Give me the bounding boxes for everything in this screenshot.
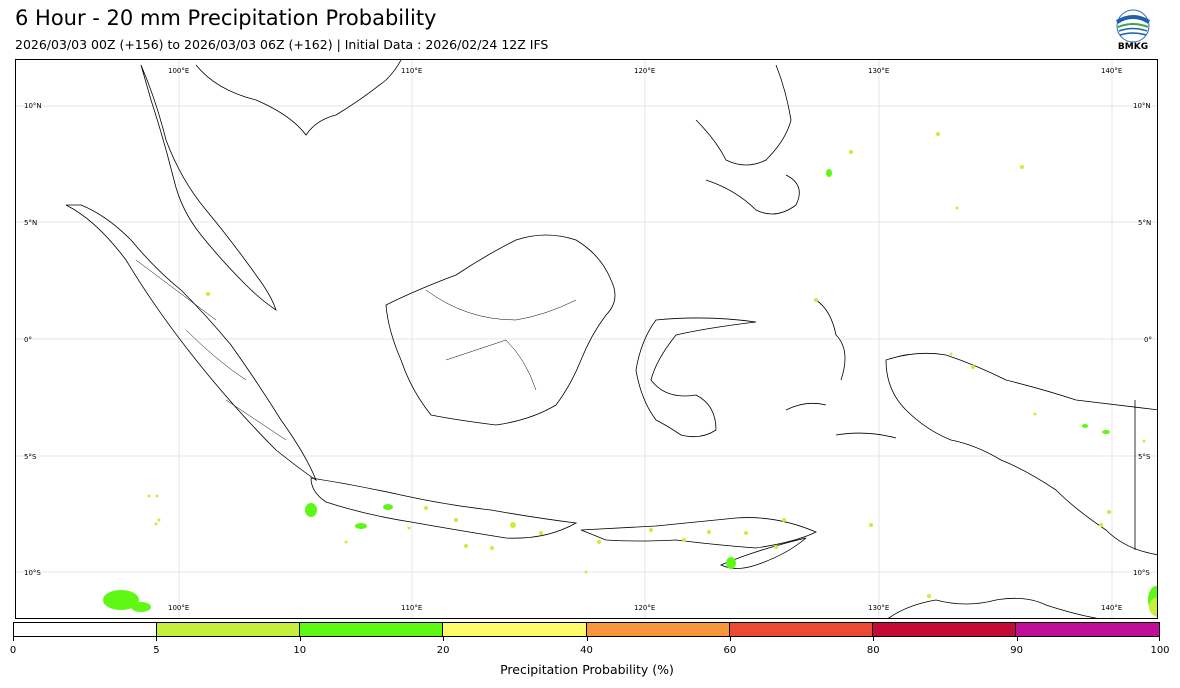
lat-label-right-10n: 10°N [1133,102,1151,110]
colorbar-tick-label: 5 [153,645,160,656]
colorbar-tick-label: 90 [1010,645,1023,656]
bmkg-logo-icon [1112,8,1154,56]
colorbar-segment-5 [729,623,873,636]
colorbar-tick-label: 40 [580,645,593,656]
timor-coast [720,537,807,569]
lat-label-right-10s: 10°S [1133,569,1150,577]
australia-coast [888,597,1098,618]
lon-label-bottom-120: 120°E [634,604,655,612]
sumatra-coast [65,204,317,482]
map-gridlines [16,60,1157,618]
lat-label-right-5s: 5°S [1138,453,1151,461]
lat-label-left-5s: 5°S [24,453,37,461]
colorbar-segment-1 [157,623,301,636]
malay-peninsula-coast [140,64,277,311]
colorbar-tick-mark [873,637,875,641]
borneo-coast [385,234,616,426]
map-subtitle: 2026/03/03 00Z (+156) to 2026/03/03 06Z … [15,37,549,52]
colorbar-tick-mark [13,637,14,641]
colorbar-label: Precipitation Probability (%) [500,662,674,677]
lat-label-right-5n: 5°N [1138,219,1151,227]
lat-label-left-5n: 5°N [24,219,37,227]
map-title: 6 Hour - 20 mm Precipitation Probability [15,6,437,30]
lat-label-right-0: 0° [1144,336,1152,344]
maluku-coast [785,299,897,439]
coastlines [65,60,1157,618]
colorbar-tick-label: 10 [293,645,307,656]
colorbar-tick-label: 60 [723,645,737,656]
colorbar-segment-0 [14,623,158,636]
lon-label-bottom-100: 100°E [168,604,189,612]
colorbar-tick-mark [729,637,731,641]
colorbar-tick-label: 20 [436,645,450,656]
colorbar [13,622,1160,637]
colorbar-segment-7 [1015,623,1159,636]
lon-label-bottom-110: 110°E [401,604,422,612]
colorbar-segment-3 [443,623,587,636]
colorbar-segment-6 [872,623,1016,636]
precipitation-map: 100°E 110°E 120°E 130°E 140°E 100°E 110°… [15,59,1158,619]
philippines-coast [695,64,800,215]
colorbar-tick-mark [1016,637,1018,641]
colorbar-tick-mark [156,637,158,641]
lon-label-top-120: 120°E [634,67,655,75]
colorbar-tick-label: 100 [1150,645,1170,656]
colorbar-tick-label: 80 [866,645,880,656]
lesser-sunda-coast [580,517,817,549]
new-guinea-coast [885,352,1157,556]
lat-label-left-10n: 10°N [24,102,42,110]
lon-label-top-110: 110°E [401,67,422,75]
admin-boundaries [135,259,577,441]
lon-label-top-140: 140°E [1101,67,1122,75]
indochina-coast [195,60,402,136]
sulawesi-coast [635,317,757,438]
colorbar-segment-4 [586,623,730,636]
colorbar-tick-label: 0 [9,645,17,656]
lat-label-left-0: 0° [24,336,32,344]
logo-text: BMKG [1117,42,1149,52]
lon-label-bottom-140: 140°E [1101,604,1122,612]
colorbar-tick-mark [586,637,588,641]
precip-areas [103,132,1157,617]
lon-label-bottom-130: 130°E [868,604,889,612]
colorbar-segment-2 [300,623,444,636]
colorbar-tick-mark [443,637,445,641]
lon-label-top-100: 100°E [168,67,189,75]
lat-label-left-10s: 10°S [24,569,41,577]
colorbar-tick-mark [1159,637,1160,641]
colorbar-tick-mark [299,637,301,641]
java-coast [310,477,578,539]
lon-label-top-130: 130°E [868,67,889,75]
